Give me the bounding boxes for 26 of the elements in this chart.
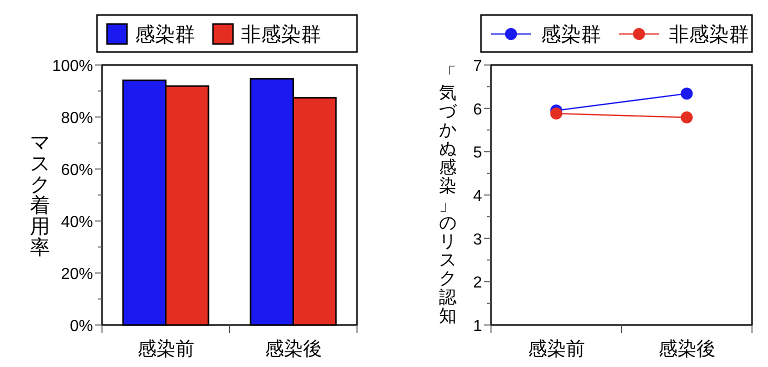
y-tick-label: 7 xyxy=(473,58,482,75)
y-tick-label: 6 xyxy=(473,101,482,118)
point xyxy=(680,111,693,124)
legend-label: 感染群 xyxy=(135,24,195,46)
y-tick-label: 80% xyxy=(60,110,93,127)
x-tick-label: 感染前 xyxy=(137,338,194,360)
point xyxy=(680,88,693,100)
y-tick-label: 2 xyxy=(473,274,482,292)
y-axis-title: マスク着用率 xyxy=(30,132,50,259)
y-tick-label: 1 xyxy=(473,318,482,335)
x-tick-label: 感染前 xyxy=(528,338,585,360)
text: 「気づかぬ感染」のリスク認知 xyxy=(439,64,457,326)
x-tick-label: 感染後 xyxy=(658,338,716,360)
y-tick-label: 40% xyxy=(60,214,93,231)
y-tick-label: 3 xyxy=(473,231,482,248)
y-tick-label: 100% xyxy=(52,58,93,75)
y-tick-label: 60% xyxy=(60,162,93,179)
point xyxy=(550,108,562,120)
x-tick-label: 感染後 xyxy=(264,338,322,360)
y-tick-label: 4 xyxy=(473,188,482,205)
y-tick-label: 0% xyxy=(70,318,93,335)
y-tick-label: 5 xyxy=(473,144,482,162)
legend-label: 非感染群 xyxy=(241,24,321,46)
legend-label: 非感染群 xyxy=(669,24,749,46)
legend-label: 感染群 xyxy=(541,24,601,46)
y-tick-label: 20% xyxy=(60,266,93,283)
